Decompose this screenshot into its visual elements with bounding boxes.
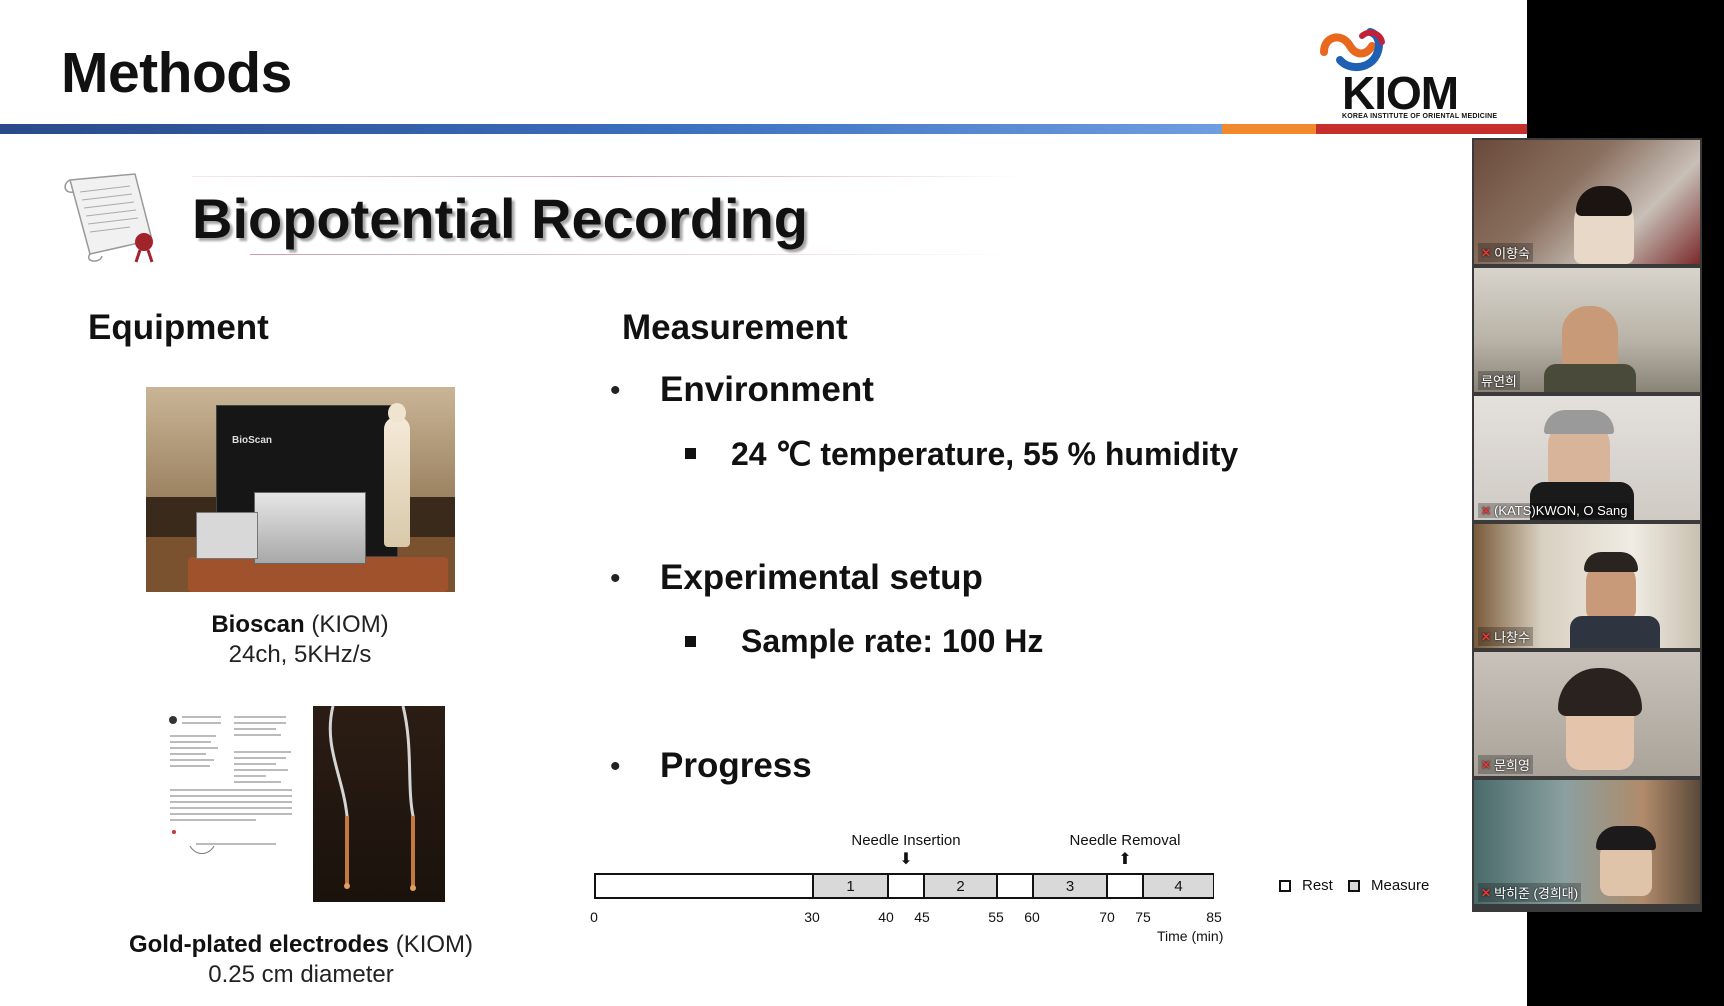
header-band-red (1316, 124, 1527, 134)
kiom-logo-mark (1320, 28, 1385, 71)
bioscan-spec: 24ch, 5KHz/s (228, 641, 372, 668)
participant-tile[interactable]: ✕ 이향숙 (1474, 140, 1700, 264)
mic-muted-icon: ✕ (1481, 245, 1492, 260)
segment-measure-4: 4 (1142, 875, 1213, 897)
environment-detail: 24 ℃ temperature, 55 % humidity (731, 436, 1239, 472)
kiom-logo: KIOM KOREA INSTITUTE OF ORIENTAL MEDICIN… (1300, 22, 1497, 122)
segment-rest-2 (996, 875, 1032, 897)
needle-insertion-label: Needle Insertion (851, 832, 961, 849)
tick-label: 75 (1135, 909, 1151, 925)
logo-text: KIOM (1342, 67, 1459, 119)
measurement-heading: Measurement (622, 308, 848, 347)
participant-video-panel: ✕ 이향숙 류연희 ✕ (KATS)KWON, O Sang ✕ 나창수 ✕ 문희영 ✕… (1472, 138, 1702, 912)
participant-tile[interactable]: ✕ 나창수 (1474, 524, 1700, 648)
timeline-bar: 1 2 3 4 (594, 873, 1214, 899)
tick-label: 40 (878, 909, 894, 925)
tick-label: 70 (1099, 909, 1115, 925)
participant-tile[interactable]: ✕ 박히준 (경희대) (1474, 780, 1700, 904)
participant-name-label: 류연희 (1478, 371, 1520, 390)
participant-name-label: ✕ 문희영 (1478, 755, 1533, 774)
tick-label: 55 (988, 909, 1004, 925)
sample-rate-detail: Sample rate: 100 Hz (741, 623, 1044, 659)
participant-tile[interactable]: 류연희 (1474, 268, 1700, 392)
tick-label: 0 (590, 909, 598, 925)
logo-subtitle: KOREA INSTITUTE OF ORIENTAL MEDICINE (1342, 113, 1498, 120)
environment-label: Environment (660, 370, 874, 409)
electrodes-name: Gold-plated electrodes (128, 931, 390, 958)
segment-measure-2: 2 (923, 875, 996, 897)
participant-name-label: ✕ 나창수 (1478, 627, 1533, 646)
segment-rest-1 (887, 875, 923, 897)
mic-muted-icon: ✕ (1481, 885, 1492, 900)
bullet-progress: • (610, 750, 621, 783)
equipment-heading: Equipment (88, 308, 269, 347)
experimental-setup-label: Experimental setup (660, 558, 983, 597)
sub-bullet-setup (685, 636, 696, 647)
needle-insertion-arrow-icon: ⬇ (899, 851, 913, 868)
electrodes-caption: Gold-plated electrodes (KIOM) 0.25 cm di… (100, 930, 502, 990)
bioscan-name: Bioscan (211, 611, 305, 638)
segment-measure-3: 3 (1032, 875, 1106, 897)
section-title: Biopotential Recording (192, 187, 808, 250)
bullet-experimental-setup: • (610, 562, 621, 595)
sub-bullet-environment (685, 448, 696, 459)
participant-tile[interactable]: ✕ 문희영 (1474, 652, 1700, 776)
bioscan-photo: BioScan (146, 387, 455, 592)
needle-removal-arrow-icon: ⬆ (1118, 851, 1132, 868)
legend-rest-label: Rest (1302, 877, 1333, 894)
legend-measure-swatch (1348, 880, 1360, 892)
electrodes-spec: 0.25 cm diameter (208, 961, 394, 988)
electrode-document-thumbnail (166, 712, 296, 862)
mic-muted-icon: ✕ (1481, 757, 1492, 772)
progress-label: Progress (660, 746, 812, 785)
participant-tile[interactable]: ✕ (KATS)KWON, O Sang (1474, 396, 1700, 520)
bioscan-caption: Bioscan (KIOM) 24ch, 5KHz/s (150, 610, 450, 670)
segment-measure-1-fill: 1 (812, 875, 887, 897)
header-band-orange (1222, 124, 1316, 134)
section-title-line-top (192, 176, 1022, 177)
tick-label: 60 (1024, 909, 1040, 925)
segment-rest-3 (1106, 875, 1142, 897)
mic-muted-icon: ✕ (1481, 503, 1492, 518)
participant-name-label: ✕ 박히준 (경희대) (1478, 883, 1582, 902)
gold-electrodes-photo (313, 706, 445, 902)
legend-measure-label: Measure (1371, 877, 1430, 894)
bioscan-photo-label: BioScan (232, 435, 273, 446)
tick-label: 45 (914, 909, 930, 925)
tick-label: 30 (804, 909, 820, 925)
slide-title: Methods (61, 41, 292, 105)
mic-muted-icon: ✕ (1481, 629, 1492, 644)
header-band-blue (0, 124, 1222, 134)
legend-rest-swatch (1279, 880, 1291, 892)
participant-name-label: ✕ 이향숙 (1478, 243, 1533, 262)
scroll-paper-icon (64, 173, 154, 263)
electrodes-org: (KIOM) (389, 931, 474, 958)
bullet-environment: • (610, 374, 621, 407)
section-title-line-bottom (250, 254, 1020, 255)
time-axis-label: Time (min) (1157, 928, 1224, 944)
bioscan-org: (KIOM) (304, 611, 389, 638)
tick-label: 85 (1206, 909, 1222, 925)
participant-name-label: ✕ (KATS)KWON, O Sang (1478, 503, 1631, 518)
needle-removal-label: Needle Removal (1069, 832, 1181, 849)
presentation-slide: Methods KIOM KOREA INSTITUTE OF ORIENTAL… (0, 0, 1527, 1006)
